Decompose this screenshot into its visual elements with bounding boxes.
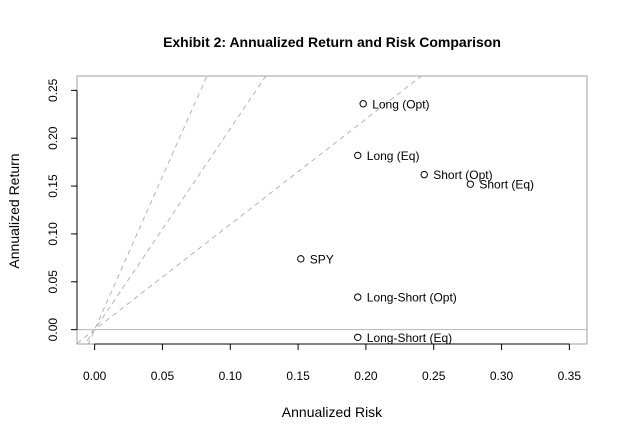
data-point [354,293,362,301]
y-axis-label: Annualized Return [6,153,22,268]
y-tick-label: 0.25 [46,78,60,102]
x-axis-label: Annualized Risk [282,404,383,420]
point-label: Short (Eq) [479,178,534,192]
y-tick-label: 0.00 [46,318,60,342]
x-tick-label: 0.30 [490,369,514,383]
chart-title: Exhibit 2: Annualized Return and Risk Co… [163,34,501,50]
data-point [354,333,362,341]
point-label: Long-Short (Eq) [367,331,452,345]
x-tick-label: 0.10 [219,369,243,383]
x-tick-label: 0.35 [558,369,582,383]
y-tick-label: 0.20 [46,126,60,150]
point-label: Long-Short (Opt) [367,291,457,305]
reference-lines [77,76,587,344]
x-tick-label: 0.05 [151,369,175,383]
dashed-reference-line [77,76,423,344]
x-tick-label: 0.00 [83,369,107,383]
point-label: Long (Opt) [372,97,429,111]
x-tick-label: 0.20 [354,369,378,383]
x-tick-label: 0.25 [422,369,446,383]
data-point [354,151,362,160]
point-label: Short (Opt) [433,168,492,182]
data-point [466,180,475,188]
y-tick-label: 0.10 [46,222,60,246]
x-axis: 0.00 0.05 0.10 0.15 0.20 0.25 0.30 0.35 [83,343,582,383]
point-label: SPY [310,252,334,266]
data-point [420,170,428,179]
point-label: Long (Eq) [367,149,420,163]
data-point [359,100,367,108]
data-point [297,255,305,263]
x-tick-label: 0.15 [286,369,310,383]
y-tick-label: 0.15 [46,174,60,198]
y-tick-label: 0.05 [46,270,60,294]
data-points: Long (Opt) Long (Eq) Short (Opt)Short (Eq)… [297,97,534,345]
y-axis: 0.00 0.05 0.10 0.15 0.20 0.25 [46,78,78,342]
plot-frame [76,75,588,345]
dashed-reference-line [87,76,208,344]
